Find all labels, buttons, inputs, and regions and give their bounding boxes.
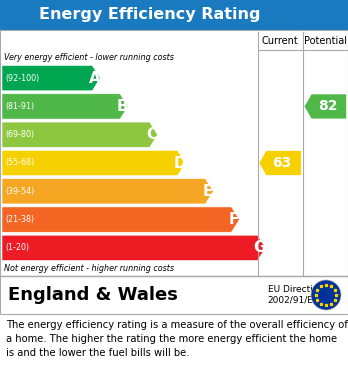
- Text: (55-68): (55-68): [5, 158, 34, 167]
- Text: E: E: [203, 184, 213, 199]
- Text: Not energy efficient - higher running costs: Not energy efficient - higher running co…: [4, 264, 174, 273]
- Bar: [0, 276, 348, 314]
- Bar: [0, 30, 348, 276]
- Text: (92-100): (92-100): [5, 74, 39, 83]
- Text: A: A: [89, 71, 101, 86]
- Text: (21-38): (21-38): [5, 215, 34, 224]
- Text: 63: 63: [272, 156, 292, 170]
- Polygon shape: [2, 207, 239, 232]
- Text: D: D: [174, 156, 186, 170]
- Polygon shape: [304, 94, 346, 118]
- Polygon shape: [2, 151, 185, 176]
- Text: The energy efficiency rating is a measure of the overall efficiency of a home. T: The energy efficiency rating is a measur…: [6, 320, 348, 358]
- Text: (81-91): (81-91): [5, 102, 34, 111]
- Text: (69-80): (69-80): [5, 130, 34, 139]
- Polygon shape: [2, 122, 158, 147]
- Text: B: B: [117, 99, 128, 114]
- Text: (39-54): (39-54): [5, 187, 34, 196]
- Bar: [0, 0, 348, 30]
- Polygon shape: [2, 66, 100, 91]
- Polygon shape: [2, 179, 213, 204]
- Text: G: G: [254, 240, 266, 255]
- Text: Energy Efficiency Rating: Energy Efficiency Rating: [39, 7, 260, 23]
- Circle shape: [311, 280, 341, 310]
- Text: 82: 82: [318, 99, 337, 113]
- Text: EU Directive
2002/91/EC: EU Directive 2002/91/EC: [268, 285, 323, 305]
- Text: England & Wales: England & Wales: [8, 286, 178, 304]
- Polygon shape: [2, 94, 128, 119]
- Text: Potential: Potential: [304, 36, 347, 46]
- Text: F: F: [229, 212, 239, 227]
- Text: Very energy efficient - lower running costs: Very energy efficient - lower running co…: [4, 53, 174, 62]
- Polygon shape: [2, 235, 266, 260]
- Polygon shape: [259, 151, 301, 175]
- Text: Current: Current: [262, 36, 299, 46]
- Text: C: C: [147, 127, 158, 142]
- Text: (1-20): (1-20): [5, 243, 29, 252]
